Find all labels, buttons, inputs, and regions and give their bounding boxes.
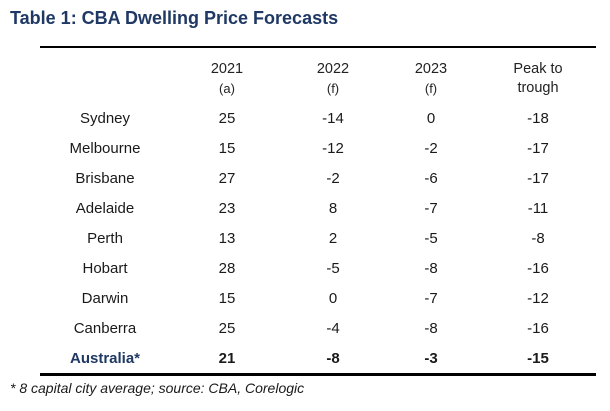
value-cell: -12 bbox=[527, 289, 549, 307]
footnote: * 8 capital city average; source: CBA, C… bbox=[10, 380, 305, 396]
header-peak-to-trough: Peak to trough bbox=[513, 61, 563, 96]
value-cell: -14 bbox=[322, 109, 344, 127]
city-cell: Perth bbox=[87, 229, 123, 247]
total-cell: -3 bbox=[424, 349, 438, 367]
value-cell: 25 bbox=[218, 109, 236, 127]
header-2023: 2023 (f) bbox=[414, 61, 448, 96]
value-cell: 2 bbox=[328, 229, 338, 247]
total-label: Australia* bbox=[69, 349, 141, 367]
table-title: Table 1: CBA Dwelling Price Forecasts bbox=[10, 8, 339, 28]
value-cell: 0 bbox=[426, 109, 436, 127]
value-cell: -12 bbox=[322, 139, 344, 157]
total-cell: 21 bbox=[218, 349, 236, 367]
value-cell: -7 bbox=[424, 289, 438, 307]
total-cell: -8 bbox=[326, 349, 340, 367]
value-cell: -17 bbox=[527, 169, 549, 187]
value-cell: -16 bbox=[527, 319, 549, 337]
value-cell: -2 bbox=[424, 139, 438, 157]
value-cell: 13 bbox=[218, 229, 236, 247]
table-row: Brisbane 27 -2 -6 -17 bbox=[40, 163, 596, 193]
value-cell: -6 bbox=[424, 169, 438, 187]
value-cell: 0 bbox=[328, 289, 338, 307]
value-cell: 25 bbox=[218, 319, 236, 337]
table-row: Sydney 25 -14 0 -18 bbox=[40, 103, 596, 133]
city-cell: Brisbane bbox=[75, 169, 135, 187]
value-cell: -8 bbox=[531, 229, 545, 247]
table-row: Darwin 15 0 -7 -12 bbox=[40, 283, 596, 313]
value-cell: -5 bbox=[424, 229, 438, 247]
forecast-table: 2021 (a) 2022 (f) 2023 (f) Peak to troug… bbox=[40, 46, 596, 376]
value-cell: -16 bbox=[527, 259, 549, 277]
value-cell: -8 bbox=[424, 319, 438, 337]
value-cell: 27 bbox=[218, 169, 236, 187]
value-cell: -8 bbox=[424, 259, 438, 277]
value-cell: -18 bbox=[527, 109, 549, 127]
table-row: Canberra 25 -4 -8 -16 bbox=[40, 313, 596, 343]
value-cell: 15 bbox=[218, 289, 236, 307]
table-top-rule bbox=[40, 46, 596, 48]
value-cell: -11 bbox=[527, 199, 549, 217]
table-row: Hobart 28 -5 -8 -16 bbox=[40, 253, 596, 283]
table-bottom-rule bbox=[40, 373, 596, 376]
value-cell: 28 bbox=[218, 259, 236, 277]
value-cell: -7 bbox=[424, 199, 438, 217]
value-cell: 15 bbox=[218, 139, 236, 157]
value-cell: 23 bbox=[218, 199, 236, 217]
value-cell: -4 bbox=[326, 319, 340, 337]
value-cell: -5 bbox=[326, 259, 340, 277]
header-city bbox=[40, 48, 170, 60]
table-row: Perth 13 2 -5 -8 bbox=[40, 223, 596, 253]
city-cell: Sydney bbox=[79, 109, 131, 127]
city-cell: Canberra bbox=[73, 319, 137, 337]
table-row: Melbourne 15 -12 -2 -17 bbox=[40, 133, 596, 163]
table-row: Adelaide 23 8 -7 -11 bbox=[40, 193, 596, 223]
city-cell: Adelaide bbox=[75, 199, 135, 217]
table-total-row: Australia* 21 -8 -3 -15 bbox=[40, 343, 596, 373]
total-cell: -15 bbox=[527, 349, 549, 367]
table-header-row: 2021 (a) 2022 (f) 2023 (f) Peak to troug… bbox=[40, 48, 596, 103]
header-2021: 2021 (a) bbox=[210, 61, 244, 96]
value-cell: 8 bbox=[328, 199, 338, 217]
value-cell: -2 bbox=[326, 169, 340, 187]
header-2022: 2022 (f) bbox=[316, 61, 350, 96]
city-cell: Darwin bbox=[81, 289, 129, 307]
city-cell: Melbourne bbox=[69, 139, 141, 157]
value-cell: -17 bbox=[527, 139, 549, 157]
city-cell: Hobart bbox=[82, 259, 128, 277]
